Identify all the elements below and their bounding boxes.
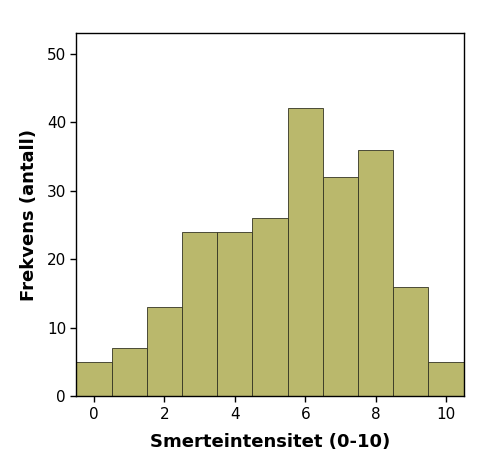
Bar: [323, 177, 358, 396]
Bar: [288, 109, 323, 396]
Bar: [182, 232, 217, 396]
X-axis label: Smerteintensitet (0-10): Smerteintensitet (0-10): [150, 433, 390, 451]
Bar: [358, 150, 393, 396]
Bar: [217, 232, 252, 396]
Y-axis label: Frekvens (antall): Frekvens (antall): [21, 129, 38, 301]
Bar: [393, 287, 428, 396]
Bar: [76, 362, 112, 396]
Bar: [428, 362, 464, 396]
Bar: [252, 218, 288, 396]
Bar: [112, 348, 147, 396]
Bar: [147, 307, 182, 396]
